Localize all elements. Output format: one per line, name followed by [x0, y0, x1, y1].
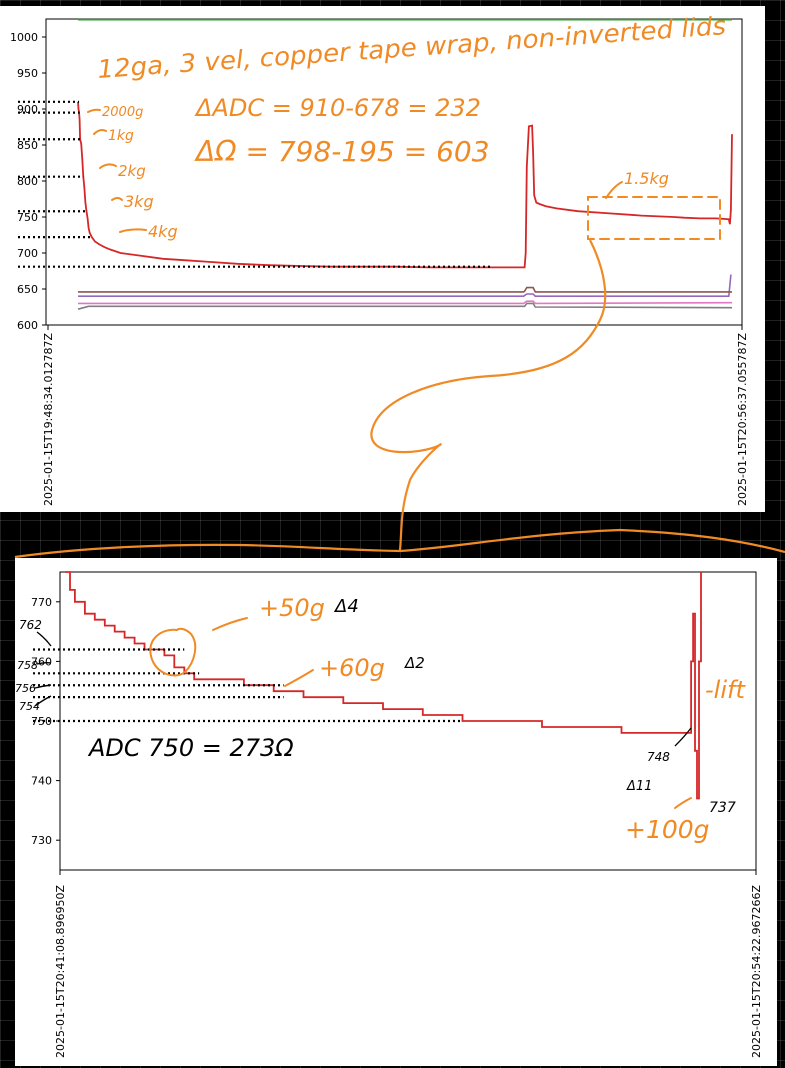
- bottom-note-adc: ADC 750 = 273Ω: [87, 734, 294, 762]
- top-y-tick-label: 600: [17, 319, 38, 332]
- top-note-delta-ohm: ΔΩ = 798-195 = 603: [194, 135, 490, 168]
- top-y-tick-label: 900: [17, 103, 38, 116]
- top-y-tick-label: 950: [17, 67, 38, 80]
- top-series-line: [78, 300, 733, 305]
- top-x-tick-end: 2025-01-15T20:56:37.055787Z: [736, 332, 749, 506]
- bottom-note-d2: Δ2: [404, 654, 425, 672]
- bottom-chart-panel: 730 740 750 760 770 2025-01-15T20:41:08.8969…: [15, 558, 777, 1066]
- bottom-y-tick-label: 740: [31, 775, 52, 788]
- bottom-note-plus50: +50g: [259, 594, 325, 622]
- bottom-chart: 730 740 750 760 770 2025-01-15T20:41:08.8969…: [15, 571, 763, 1058]
- bottom-x-tick-end: 2025-01-15T20:54:22.967266Z: [750, 884, 763, 1058]
- bottom-note-lift: -lift: [705, 676, 746, 704]
- bottom-label-762: 762: [19, 618, 42, 632]
- top-y-tick-label: 650: [17, 283, 38, 296]
- bottom-label-754: 754: [19, 700, 40, 713]
- top-note-title: 12ga, 3 vel, copper tape wrap, non-inver…: [96, 11, 726, 84]
- top-label-2kg: 2kg: [118, 162, 146, 180]
- bottom-note-plus60: +60g: [319, 654, 385, 682]
- bottom-note-plus100: +100g: [625, 815, 710, 844]
- top-y-tick-label: 850: [17, 139, 38, 152]
- top-series-line: [78, 286, 732, 293]
- top-series-line: [77, 302, 733, 310]
- top-y-tick-label: 750: [17, 211, 38, 224]
- bottom-y-tick-label: 760: [31, 655, 52, 668]
- top-y-tick-label: 800: [17, 175, 38, 188]
- bottom-x-tick-start: 2025-01-15T20:41:08.896950Z: [54, 884, 67, 1058]
- top-chart: 600 650 700 750 800 850 900 950 1000 2025-01-15T…: [10, 11, 749, 506]
- bottom-series-line: [65, 571, 702, 800]
- top-y-tick-label: 700: [17, 247, 38, 260]
- bottom-label-758: 758: [17, 659, 38, 672]
- bottom-label-756: 756: [15, 682, 36, 695]
- bottom-note-d4: Δ4: [333, 596, 359, 617]
- bottom-label-748: 748: [647, 750, 670, 764]
- top-label-1kg: 1kg: [108, 128, 134, 144]
- top-label-2000g: 2000g: [102, 105, 143, 120]
- bottom-label-737: 737: [709, 800, 736, 816]
- top-note-delta-adc: ΔADC = 910-678 = 232: [194, 94, 481, 122]
- bottom-y-tick-label: 750: [31, 715, 52, 728]
- top-x-tick-start: 2025-01-15T19:48:34.012787Z: [42, 332, 55, 506]
- top-label-3kg: 3kg: [124, 192, 154, 211]
- bottom-y-tick-label: 770: [31, 596, 52, 609]
- top-label-4kg: 4kg: [148, 222, 178, 241]
- bottom-y-tick-label: 730: [31, 834, 52, 847]
- top-y-tick-label: 1000: [10, 31, 38, 44]
- top-label-1-5kg: 1.5kg: [624, 169, 669, 188]
- top-chart-panel: 600 650 700 750 800 850 900 950 1000 2025-01-15T…: [0, 6, 765, 512]
- top-series-line: [78, 274, 732, 297]
- bottom-note-d11: Δ11: [626, 779, 652, 794]
